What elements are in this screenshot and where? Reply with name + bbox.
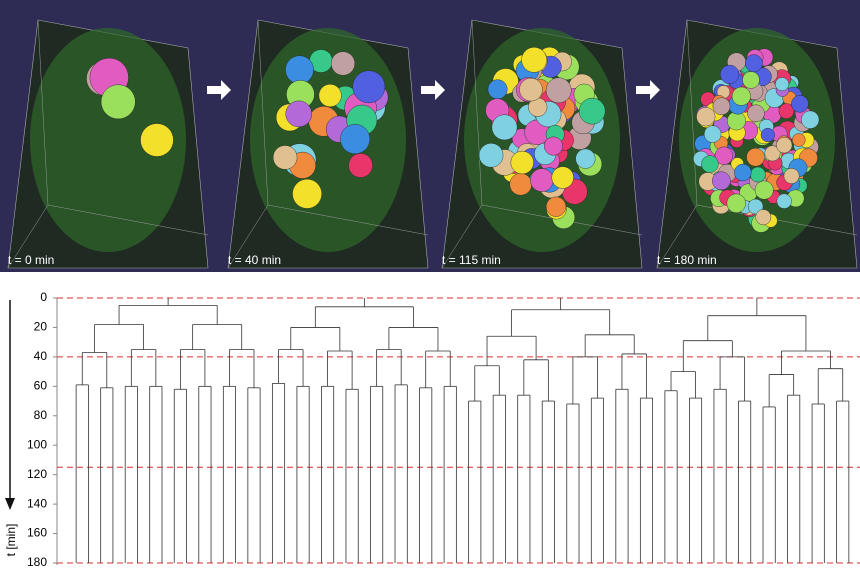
cell <box>801 111 819 129</box>
panel-label: t = 0 min <box>8 253 54 267</box>
cell <box>696 107 715 126</box>
y-tick-label: 100 <box>27 437 47 451</box>
cell <box>712 172 730 190</box>
cell <box>579 98 605 124</box>
y-tick-label: 20 <box>34 320 48 334</box>
y-tick-label: 80 <box>34 408 48 422</box>
cell <box>732 87 750 105</box>
cell <box>511 151 534 174</box>
cell <box>530 169 553 192</box>
cell <box>777 194 792 209</box>
cell <box>552 167 574 189</box>
panel-label: t = 40 min <box>228 253 281 267</box>
cell <box>720 65 739 84</box>
cell <box>292 179 321 208</box>
cell <box>576 149 596 169</box>
cell <box>510 173 532 195</box>
cell <box>101 85 135 119</box>
y-tick-label: 160 <box>27 526 47 540</box>
cell <box>784 168 799 183</box>
cell <box>331 52 355 76</box>
time-arrow-head <box>5 498 15 510</box>
cell <box>792 133 805 146</box>
cell <box>319 84 342 107</box>
panel-label: t = 180 min <box>657 253 717 267</box>
cell <box>745 55 762 72</box>
cell <box>140 124 173 157</box>
cell <box>746 148 764 166</box>
cell <box>479 143 503 167</box>
cell <box>727 194 746 213</box>
cell <box>713 98 730 115</box>
y-tick-label: 60 <box>34 379 48 393</box>
cell <box>791 95 808 112</box>
cell <box>544 137 562 155</box>
cell <box>340 124 369 153</box>
cell <box>743 72 760 89</box>
y-tick-label: 140 <box>27 496 47 510</box>
y-tick-label: 0 <box>40 290 47 304</box>
y-axis-label: t [min] <box>4 524 18 557</box>
cell <box>348 153 372 177</box>
cell <box>761 128 775 142</box>
cell <box>353 71 385 103</box>
cell <box>775 77 789 91</box>
cell <box>522 47 547 72</box>
cell <box>704 126 721 143</box>
cell <box>755 181 773 199</box>
cell <box>756 209 771 224</box>
cell <box>776 137 792 153</box>
cell <box>747 105 764 122</box>
cell <box>492 115 517 140</box>
y-tick-label: 40 <box>34 349 48 363</box>
cell <box>701 156 718 173</box>
y-tick-label: 180 <box>27 555 47 569</box>
cell <box>273 145 297 169</box>
cell <box>488 80 507 99</box>
cell <box>285 56 313 84</box>
y-tick-label: 120 <box>27 467 47 481</box>
cell <box>546 78 571 103</box>
cell <box>546 197 566 217</box>
page: t = 0 min t = 40 min t = 115 min t = 180… <box>0 0 860 574</box>
cell <box>734 164 751 181</box>
panel-label: t = 115 min <box>442 253 501 267</box>
cell <box>519 78 542 101</box>
figure: t = 0 min t = 40 min t = 115 min t = 180… <box>0 0 860 569</box>
cell <box>286 101 312 127</box>
cell <box>727 112 745 130</box>
cell <box>750 167 765 182</box>
